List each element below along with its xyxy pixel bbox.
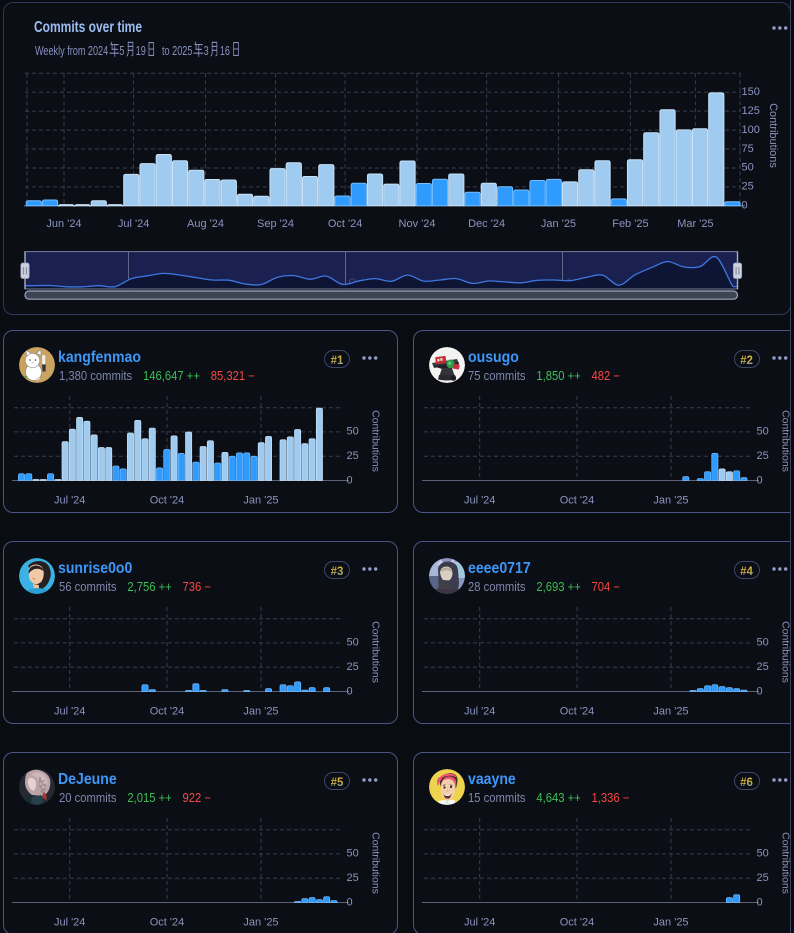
svg-text:Jul '24: Jul '24 [463, 495, 494, 507]
svg-text:25: 25 [756, 872, 768, 884]
svg-text:0: 0 [756, 896, 762, 908]
svg-text:Dec '24: Dec '24 [468, 218, 505, 230]
svg-text:0: 0 [756, 685, 762, 697]
svg-text:Contributions: Contributions [370, 621, 382, 683]
svg-text:Oct '24: Oct '24 [559, 917, 594, 929]
svg-text:0: 0 [756, 474, 762, 486]
svg-text:Contributions: Contributions [370, 410, 382, 472]
svg-text:Contributions: Contributions [779, 410, 791, 472]
svg-text:0: 0 [347, 896, 353, 908]
svg-text:0: 0 [347, 474, 353, 486]
svg-text:Jan '25: Jan '25 [243, 495, 278, 507]
svg-text:50: 50 [347, 637, 359, 649]
svg-text:Sep '24: Sep '24 [257, 218, 294, 230]
svg-text:Oct '24: Oct '24 [328, 218, 363, 230]
svg-text:Jul '24: Jul '24 [54, 495, 85, 507]
svg-text:Oct '24: Oct '24 [559, 706, 594, 718]
svg-text:Jan '25: Jan '25 [653, 495, 688, 507]
svg-text:Contributions: Contributions [370, 832, 382, 894]
svg-text:Jul '24: Jul '24 [463, 917, 494, 929]
svg-text:Nov '24: Nov '24 [399, 218, 436, 230]
svg-text:Contributions: Contributions [779, 832, 791, 894]
svg-text:25: 25 [742, 181, 754, 193]
svg-text:Contributions: Contributions [779, 621, 791, 683]
svg-text:25: 25 [347, 872, 359, 884]
svg-text:Oct '24: Oct '24 [150, 917, 185, 929]
svg-text:Jun '24: Jun '24 [46, 218, 81, 230]
svg-text:Jan '25: Jan '25 [653, 917, 688, 929]
svg-text:75: 75 [742, 143, 754, 155]
svg-text:Jan '25: Jan '25 [653, 706, 688, 718]
svg-text:150: 150 [742, 86, 760, 98]
svg-text:50: 50 [742, 162, 754, 174]
svg-text:25: 25 [756, 450, 768, 462]
svg-text:Oct '24: Oct '24 [559, 495, 594, 507]
svg-text:100: 100 [742, 124, 760, 136]
svg-text:25: 25 [347, 450, 359, 462]
svg-text:50: 50 [756, 637, 768, 649]
svg-text:25: 25 [756, 661, 768, 673]
svg-text:Contributions: Contributions [767, 103, 779, 168]
svg-text:0: 0 [347, 685, 353, 697]
svg-text:Jul '24: Jul '24 [463, 706, 494, 718]
svg-text:125: 125 [742, 105, 760, 117]
svg-text:Jan '25: Jan '25 [541, 218, 576, 230]
svg-text:Jan '25: Jan '25 [243, 917, 278, 929]
svg-text:50: 50 [756, 848, 768, 860]
svg-text:Oct '24: Oct '24 [150, 706, 185, 718]
svg-text:50: 50 [756, 426, 768, 438]
svg-text:Jul '24: Jul '24 [118, 218, 149, 230]
svg-text:Mar '25: Mar '25 [677, 218, 713, 230]
svg-text:Aug '24: Aug '24 [187, 218, 224, 230]
svg-text:Feb '25: Feb '25 [612, 218, 648, 230]
svg-text:0: 0 [742, 200, 748, 212]
svg-text:Oct '24: Oct '24 [150, 495, 185, 507]
svg-text:50: 50 [347, 426, 359, 438]
svg-text:Jan '25: Jan '25 [243, 706, 278, 718]
svg-text:50: 50 [347, 848, 359, 860]
svg-text:Jul '24: Jul '24 [54, 917, 85, 929]
svg-text:25: 25 [347, 661, 359, 673]
svg-text:Jul '24: Jul '24 [54, 706, 85, 718]
